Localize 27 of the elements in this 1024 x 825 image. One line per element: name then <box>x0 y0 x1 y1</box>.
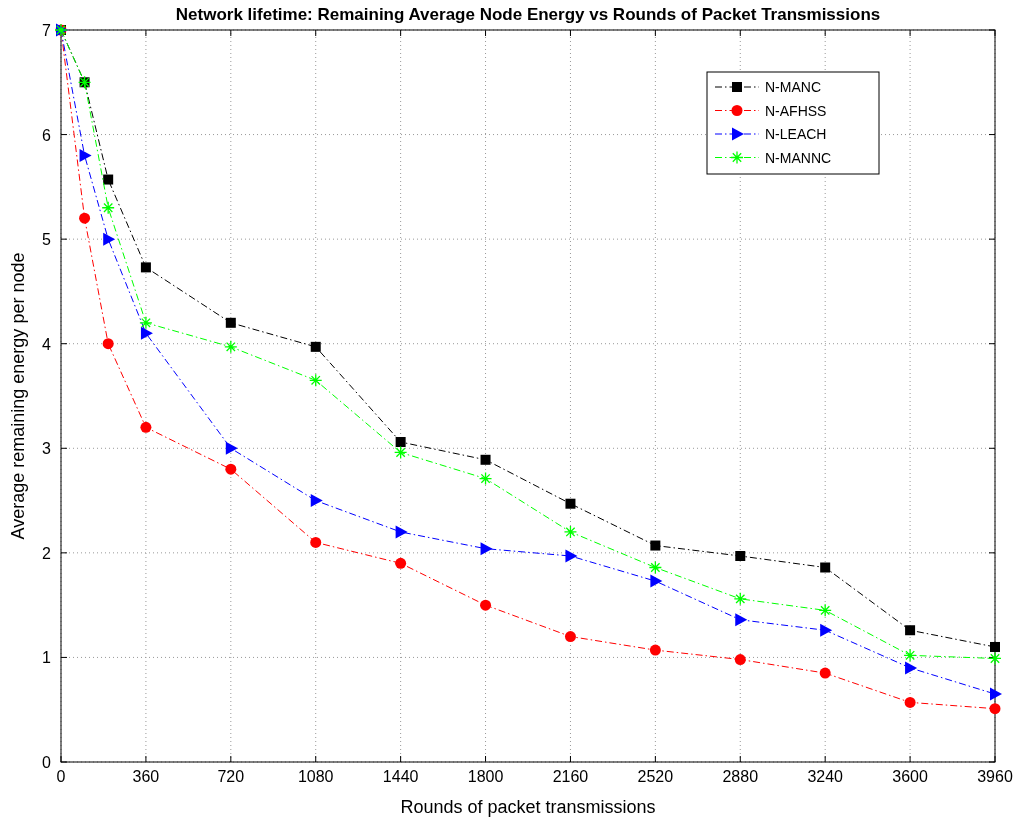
x-tick-label: 2520 <box>637 768 674 785</box>
x-tick-label: 1440 <box>382 768 419 785</box>
y-tick-label: 6 <box>42 126 52 144</box>
y-tick-label: 2 <box>42 544 52 562</box>
x-tick-label: 2160 <box>552 768 589 785</box>
y-tick-label: 4 <box>42 335 52 353</box>
legend-label: N-MANNC <box>765 149 832 166</box>
legend-label: N-LEACH <box>765 126 827 142</box>
chart-title: Network lifetime: Remaining Average Node Energy vs Rounds of Packet Transmissions <box>175 5 881 24</box>
legend-label: N-AFHSS <box>765 102 827 119</box>
x-tick-label: 2880 <box>722 768 759 785</box>
x-tick-label: 3960 <box>977 768 1013 785</box>
x-tick-label: 3600 <box>892 768 928 785</box>
y-tick-label: 3 <box>42 440 52 458</box>
y-tick-label: 0 <box>42 754 52 771</box>
legend-label: N-MANC <box>765 79 821 95</box>
y-tick-label: 1 <box>42 649 52 667</box>
y-tick-label: 5 <box>42 231 52 249</box>
x-tick-label: 360 <box>132 768 160 785</box>
x-tick-label: 1080 <box>297 768 334 785</box>
x-tick-label: 720 <box>217 768 245 785</box>
x-tick-label: 1800 <box>467 768 504 785</box>
x-tick-label: 0 <box>56 768 66 785</box>
y-axis-title: Average remaining energy per node <box>8 252 28 540</box>
x-axis-title: Rounds of packet transmissions <box>400 797 656 817</box>
y-tick-label: 7 <box>42 22 52 39</box>
x-tick-label: 3240 <box>807 768 844 785</box>
